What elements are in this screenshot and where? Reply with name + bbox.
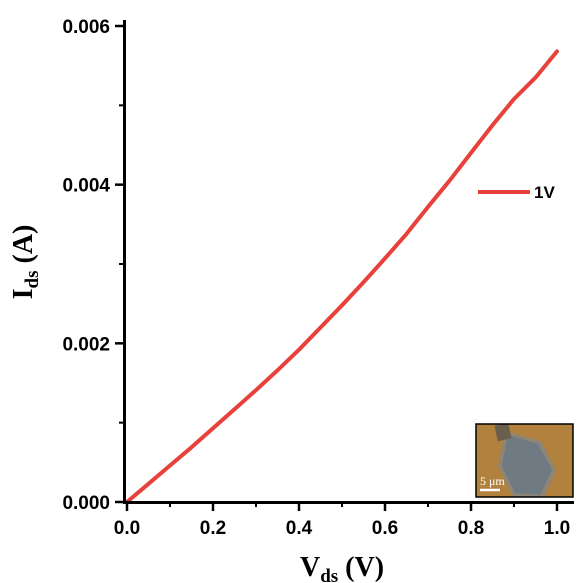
x-axis-title: Vds (V) (300, 552, 384, 583)
x-tick-label: 0.2 (200, 518, 226, 539)
x-tick-label: 0.0 (114, 518, 140, 539)
axes-frame (123, 20, 574, 504)
legend-series-label: 1V (534, 183, 555, 202)
x-tick-label: 0.8 (458, 518, 484, 539)
inset-scale-label: 5 μm (480, 474, 505, 488)
x-tick-label: 0.4 (286, 518, 313, 539)
y-tick-label: 0.006 (62, 17, 110, 38)
inset-micrograph: 5 μm (475, 423, 574, 498)
y-tick-label: 0.004 (62, 176, 110, 197)
legend: 1V (478, 183, 555, 202)
x-tick-label: 1.0 (544, 518, 570, 539)
series-line (125, 49, 559, 502)
y-tick-label: 0.002 (62, 334, 110, 355)
data-series (125, 49, 559, 502)
axis-tick-labels: 0.0 0.2 0.4 0.6 0.8 1.0 0.000 0.002 0.004 0.006 (62, 17, 570, 539)
y-axis-title: Ids (A) (8, 225, 43, 300)
x-tick-label: 0.6 (372, 518, 398, 539)
y-tick-label: 0.000 (62, 493, 110, 514)
